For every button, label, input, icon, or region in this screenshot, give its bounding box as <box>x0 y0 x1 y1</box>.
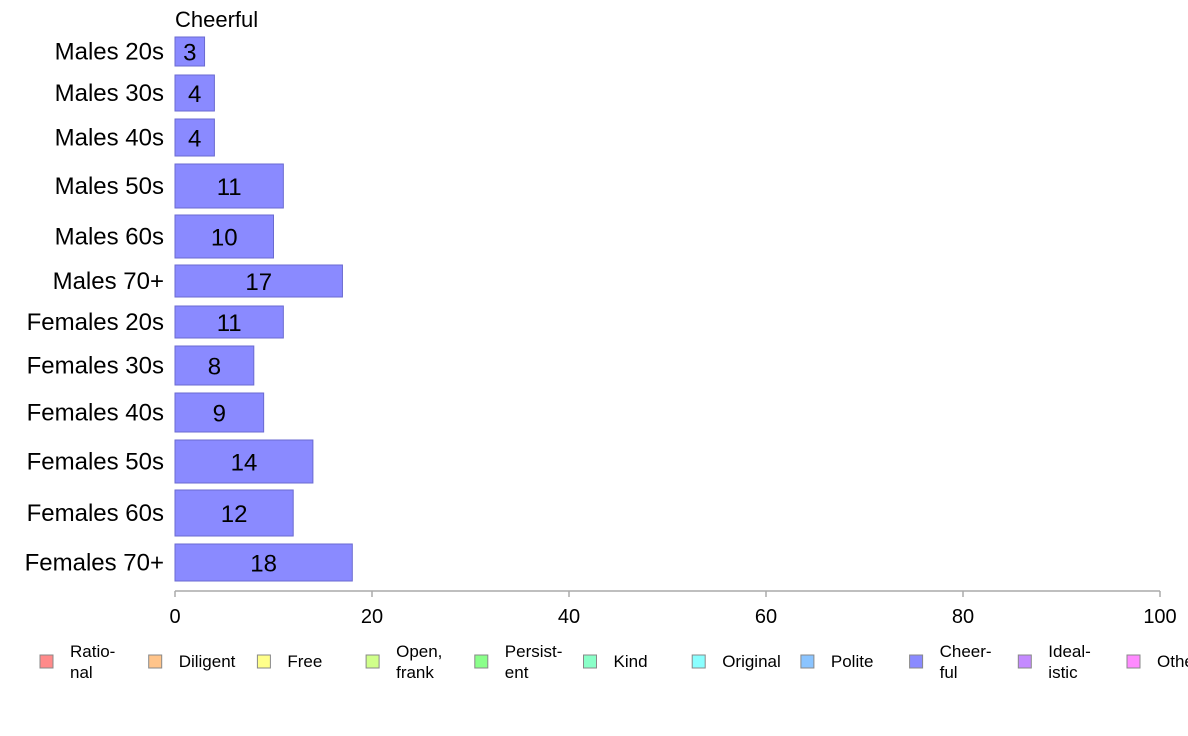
bar <box>174 345 255 386</box>
legend-label: Free <box>287 652 322 671</box>
bar <box>174 392 265 433</box>
legend-item: Othe <box>1126 652 1188 671</box>
x-axis: 0 20 40 60 80 100 <box>169 590 1177 628</box>
x-tick-label: 100 <box>1143 606 1176 628</box>
bar-value-label: 17 <box>245 269 272 296</box>
legend-label: Diligent <box>179 652 236 671</box>
legend: Ratio-nal Diligent Free Open, frank Persist-e… <box>39 642 1188 682</box>
legend-item: Original <box>691 652 781 671</box>
legend-swatch <box>1126 654 1141 669</box>
bar-value-label: 12 <box>221 501 248 528</box>
bar <box>174 439 314 484</box>
bar-value-label: 18 <box>250 551 277 578</box>
legend-label: Cheer-ful <box>940 642 992 682</box>
legend-item: Ideal-istic <box>1017 642 1091 682</box>
legend-label: Ideal-istic <box>1048 642 1091 682</box>
category-label: Males 60s <box>55 224 164 251</box>
x-tick-label: 80 <box>952 606 974 628</box>
bar <box>174 543 353 582</box>
bar-value-label: 4 <box>188 81 201 108</box>
chart-title: Cheerful <box>175 7 258 32</box>
legend-swatch <box>800 654 815 669</box>
category-label: Females 70+ <box>25 550 164 577</box>
bar <box>174 264 343 298</box>
x-tick-label: 40 <box>558 606 580 628</box>
legend-item: Polite <box>800 652 874 671</box>
legend-item: Kind <box>583 652 648 671</box>
legend-item: Diligent <box>148 652 236 671</box>
category-label: Males 40s <box>55 125 164 152</box>
category-label: Males 20s <box>55 39 164 66</box>
category-label: Males 30s <box>55 80 164 107</box>
category-label: Females 30s <box>27 353 164 380</box>
legend-label: Open, frank <box>396 642 442 682</box>
category-label: Males 70+ <box>53 268 164 295</box>
bar-value-label: 14 <box>231 450 258 477</box>
legend-label: Polite <box>831 652 874 671</box>
legend-swatch <box>1017 654 1032 669</box>
legend-label: Ratio-nal <box>70 642 115 682</box>
legend-swatch <box>691 654 706 669</box>
legend-swatch <box>474 654 489 669</box>
legend-label: Persist-ent <box>505 642 563 682</box>
legend-item: Open, frank <box>365 642 442 682</box>
legend-item: Cheer-ful <box>909 642 992 682</box>
category-label: Males 50s <box>55 173 164 200</box>
bar <box>174 163 284 209</box>
x-tick-label: 20 <box>361 606 383 628</box>
category-label: Females 40s <box>27 400 164 427</box>
bar <box>174 214 274 259</box>
category-label: Females 50s <box>27 449 164 476</box>
legend-item: Persist-ent <box>474 642 563 682</box>
legend-swatch <box>909 654 924 669</box>
bar-value-label: 4 <box>188 126 201 153</box>
bar <box>174 36 206 67</box>
legend-label: Original <box>722 652 781 671</box>
bar <box>174 118 215 157</box>
category-label: Females 60s <box>27 500 164 527</box>
x-tick-label: 0 <box>169 606 180 628</box>
bars-layer: Males 20s 3 Males 30s 4 Males 40s 4 Males 50s 1… <box>25 36 353 582</box>
bar-value-label: 3 <box>183 40 196 67</box>
x-tick-label: 60 <box>755 606 777 628</box>
bar-value-label: 10 <box>211 225 238 252</box>
category-label: Females 20s <box>27 309 164 336</box>
legend-swatch <box>148 654 163 669</box>
bar <box>174 74 215 112</box>
legend-swatch <box>256 654 271 669</box>
legend-swatch <box>583 654 597 669</box>
bar-value-label: 11 <box>217 310 242 337</box>
legend-label: Othe <box>1157 652 1188 671</box>
legend-label: Kind <box>614 652 648 671</box>
bar-value-label: 11 <box>217 174 242 201</box>
legend-item: Free <box>256 652 322 671</box>
bar <box>174 489 294 537</box>
legend-swatch <box>365 654 380 669</box>
bar <box>174 305 284 339</box>
legend-swatch <box>39 654 54 669</box>
bar-value-label: 9 <box>213 401 226 428</box>
legend-item: Ratio-nal <box>39 642 115 682</box>
bar-value-label: 8 <box>208 354 221 381</box>
